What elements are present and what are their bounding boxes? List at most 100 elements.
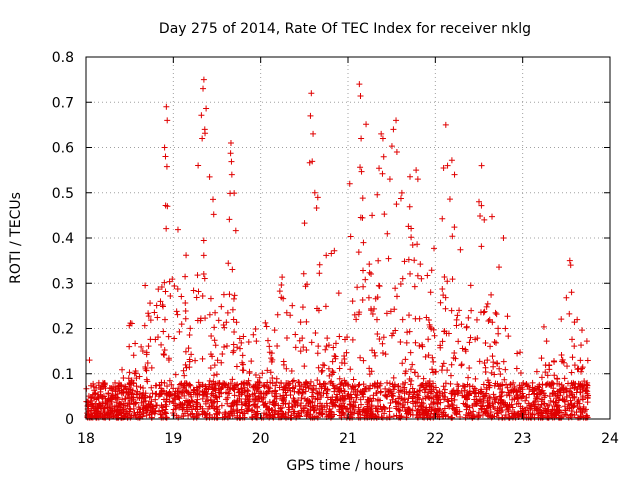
data-point: [161, 351, 168, 358]
data-point: [238, 399, 245, 406]
data-point: [276, 288, 283, 295]
data-point: [455, 389, 462, 396]
data-point: [102, 385, 109, 392]
data-point: [477, 212, 484, 219]
data-point: [314, 194, 321, 201]
data-point: [212, 309, 219, 316]
data-point: [164, 383, 171, 390]
data-point: [328, 399, 335, 406]
data-point: [478, 243, 485, 250]
data-point: [155, 286, 162, 293]
data-point: [486, 382, 493, 389]
data-point: [239, 352, 246, 359]
data-point: [468, 307, 475, 314]
data-point: [452, 407, 459, 414]
data-point: [376, 283, 383, 290]
data-point: [225, 390, 232, 397]
data-point: [241, 387, 248, 394]
data-point: [442, 380, 449, 387]
data-point: [229, 306, 236, 313]
data-point: [417, 382, 424, 389]
data-point: [126, 322, 133, 329]
data-point: [495, 325, 502, 332]
data-point: [238, 406, 245, 413]
data-point: [393, 405, 400, 412]
data-point: [374, 331, 381, 338]
data-point: [535, 386, 542, 393]
data-point: [278, 281, 285, 288]
data-point: [252, 326, 259, 333]
data-point: [255, 398, 262, 405]
data-point: [314, 396, 321, 403]
data-point: [493, 339, 500, 346]
data-point: [221, 324, 228, 331]
data-point: [208, 397, 215, 404]
data-point: [184, 406, 191, 413]
data-point: [190, 287, 197, 294]
data-point: [442, 305, 449, 312]
data-point: [359, 297, 366, 304]
data-point: [300, 405, 307, 412]
data-point: [481, 308, 488, 315]
data-point: [483, 390, 490, 397]
data-point: [237, 345, 244, 352]
data-point: [379, 406, 386, 413]
data-point: [332, 340, 339, 347]
data-point: [392, 285, 399, 292]
data-point: [223, 319, 230, 326]
data-point: [176, 381, 183, 388]
data-point: [365, 294, 372, 301]
data-point: [251, 390, 258, 397]
data-point: [429, 366, 436, 373]
data-point: [277, 393, 284, 400]
data-point: [536, 384, 543, 391]
x-axis-label: GPS time / hours: [286, 458, 403, 474]
data-point: [566, 392, 573, 399]
data-point: [224, 309, 231, 316]
data-point: [331, 388, 338, 395]
data-point: [286, 400, 293, 407]
data-point: [551, 372, 558, 379]
data-point: [471, 390, 478, 397]
data-point: [515, 400, 522, 407]
data-point: [578, 368, 585, 375]
data-point: [450, 387, 457, 394]
data-point: [193, 294, 200, 301]
data-point: [514, 411, 521, 418]
data-point: [517, 388, 524, 395]
data-point: [167, 293, 174, 300]
data-point: [434, 400, 441, 407]
data-point: [472, 375, 479, 382]
data-point: [402, 379, 409, 386]
data-point: [471, 385, 478, 392]
data-point: [303, 347, 310, 354]
data-point: [231, 392, 238, 399]
data-point: [230, 349, 237, 356]
data-point: [228, 158, 235, 165]
data-point: [356, 81, 363, 88]
data-point: [384, 230, 391, 237]
data-point: [356, 309, 363, 316]
data-point: [199, 395, 206, 402]
data-point: [236, 414, 243, 421]
data-point: [490, 391, 497, 398]
data-point: [302, 388, 309, 395]
data-point: [406, 328, 413, 335]
data-point: [120, 386, 127, 393]
data-point: [550, 390, 557, 397]
data-point: [293, 412, 300, 419]
data-point: [375, 257, 382, 264]
data-point: [398, 189, 405, 196]
data-point: [411, 257, 418, 264]
data-point: [449, 414, 456, 421]
data-point: [370, 414, 377, 421]
data-point: [161, 279, 168, 286]
y-axis-label: ROTI / TECUs: [8, 192, 24, 284]
data-point: [445, 330, 452, 337]
data-point: [440, 383, 447, 390]
data-point: [157, 298, 164, 305]
data-point: [557, 414, 564, 421]
data-point: [379, 170, 386, 177]
data-point: [331, 352, 338, 359]
data-point: [550, 398, 557, 405]
